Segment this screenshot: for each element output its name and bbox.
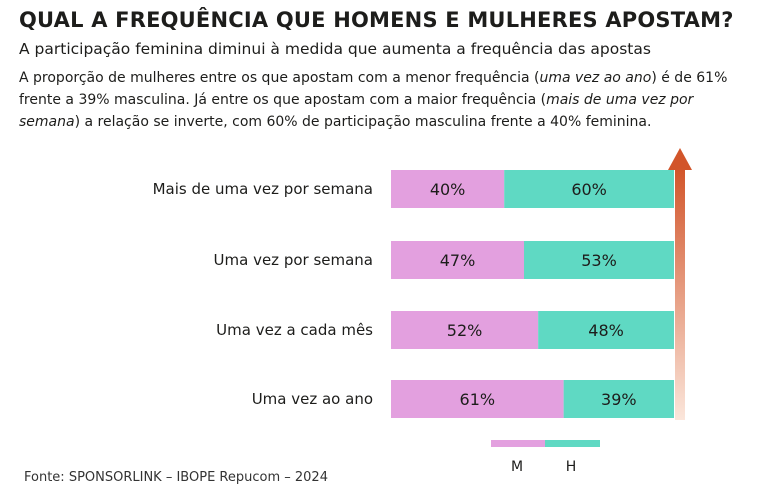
bar-data-label: 39% [601, 390, 637, 409]
bar-segment-h [524, 241, 674, 279]
bar-data-label: 60% [571, 180, 607, 199]
desc-part-5: ) a relação se inverte, com 60% de parti… [74, 114, 652, 130]
desc-part-1: A proporção de mulheres entre os que apo… [19, 70, 540, 86]
frequency-arrow-head [668, 148, 692, 170]
chart-description: A proporção de mulheres entre os que apo… [19, 67, 749, 133]
bar-segment-m [391, 170, 505, 208]
bar-data-label: 53% [581, 251, 617, 270]
bar-segment-m [391, 311, 539, 349]
legend-label: M [511, 459, 523, 475]
bar-segment-h [538, 311, 674, 349]
bar-segment-h [504, 170, 674, 208]
chart-title: QUAL A FREQUÊNCIA QUE HOMENS E MULHERES … [19, 8, 734, 32]
bar-data-label: 52% [447, 321, 483, 340]
bar-data-label: 48% [588, 321, 624, 340]
desc-part-4: mais de uma vez por semana [19, 92, 694, 130]
category-label: Uma vez a cada mês [216, 321, 373, 339]
category-label: Uma vez por semana [214, 251, 373, 269]
bar-segment-m [391, 241, 525, 279]
legend-swatch-m [491, 440, 546, 447]
source-note: Fonte: SPONSORLINK – IBOPE Repucom – 202… [24, 470, 328, 485]
bar-data-label: 47% [440, 251, 476, 270]
bar-segment-m [391, 380, 564, 418]
desc-part-2: uma vez ao ano [539, 70, 652, 86]
legend-swatch-h [545, 440, 600, 447]
frequency-arrow-shaft [675, 168, 685, 420]
bar-data-label: 61% [460, 390, 496, 409]
category-label: Mais de uma vez por semana [153, 180, 373, 198]
chart-subtitle: A participação feminina diminui à medida… [19, 40, 651, 58]
bar-segment-h [563, 380, 674, 418]
category-label: Uma vez ao ano [252, 390, 373, 408]
legend-label: H [566, 459, 577, 475]
desc-part-3: ) é de 61% frente a 39% masculina. Já en… [19, 70, 728, 108]
bar-data-label: 40% [430, 180, 466, 199]
